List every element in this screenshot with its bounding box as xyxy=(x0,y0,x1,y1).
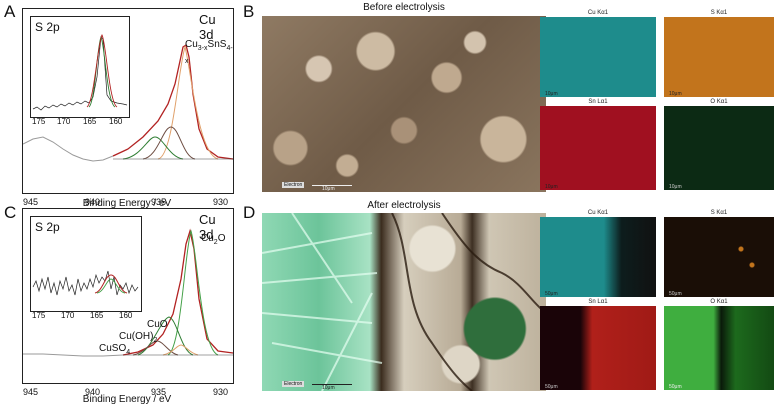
panel-c-label: C xyxy=(4,203,17,222)
panel-c-xtick-3: 930 xyxy=(213,387,229,397)
panel-c-xtick-2: 935 xyxy=(151,387,167,397)
panel-b-map-2-title: Sn Lα1 xyxy=(588,99,608,105)
panel-d-map-0-scale: 50μm xyxy=(545,291,558,297)
panel-a-inset-spectrum xyxy=(32,34,128,111)
panel-a-envelope xyxy=(112,43,234,160)
panel-d-map-2-scale: 50μm xyxy=(545,384,558,390)
panel-c-inset-fit xyxy=(94,274,128,294)
panel-c-cuoh2-label: Cu(OH)2 xyxy=(119,331,157,344)
panel-c-cuso4-main: CuSO xyxy=(99,343,127,354)
panel-a-inset-xtick-3: 160 xyxy=(109,117,123,126)
panel-b-sem-scale: 10μm xyxy=(322,186,335,192)
panel-c-inset-spectrum xyxy=(32,270,139,296)
panel-b-map-1: 10μm xyxy=(664,17,774,97)
panel-b-map-1-title: S Kα1 xyxy=(710,10,728,16)
panel-c-inset-xtick-1: 170 xyxy=(61,311,75,320)
panel-c-inset: S 2p 175 170 165 160 xyxy=(30,216,142,320)
panel-d-map-3-scale: 50μm xyxy=(669,384,682,390)
panel-a-inset-noise xyxy=(32,36,128,111)
panel-a-species-sub1: 3-x xyxy=(197,45,208,52)
panel-c-core-label: Cu 3d xyxy=(199,212,216,242)
panel-c-xtick-1: 940 xyxy=(85,387,101,397)
panel-b-label: B xyxy=(243,2,255,21)
panel-d-map-1-title: S Kα1 xyxy=(710,210,728,216)
panel-c-envelope xyxy=(122,228,234,356)
panel-a-xlabel: Binding Energy / eV xyxy=(82,198,172,209)
panel-c-inset-noise xyxy=(32,270,139,296)
panel-c-cu2o-label: Cu2O xyxy=(201,233,225,246)
panel-a-species-sns: SnS xyxy=(207,39,227,50)
panel-c-cuoh2-main: Cu(OH) xyxy=(119,331,154,342)
panel-b-map-0: 10μm xyxy=(540,17,656,97)
panel-d-map-1: 50μm xyxy=(664,217,774,297)
panel-a-main-component xyxy=(157,45,219,160)
panel-c-inset-component xyxy=(96,278,126,294)
panel-d-map-2: 50μm xyxy=(540,306,656,390)
panel-a-xtick-2: 935 xyxy=(151,197,167,207)
panel-d-map-0: 50μm xyxy=(540,217,656,297)
panel-c-inset-xtick-0: 175 xyxy=(32,311,46,320)
panel-c-cuo-label: CuO xyxy=(147,319,168,330)
panel-b-map-1-scale: 10μm xyxy=(669,91,682,97)
panel-b-sem-image: Electron 10μm xyxy=(262,16,546,192)
panel-d-map-3-title: O Kα1 xyxy=(710,299,728,305)
panel-c-plot: 945 940 935 930 Cu 3d Cu2O CuO Cu(OH)2 C… xyxy=(22,208,234,397)
panel-a-spectrum xyxy=(22,43,234,162)
panel-d-title: After electrolysis xyxy=(367,200,441,211)
panel-a-inset-xtick-0: 175 xyxy=(32,117,46,126)
panel-a-inset-xtick-2: 165 xyxy=(83,117,97,126)
panel-b-sem-scale-bar xyxy=(312,185,352,186)
panel-d-sem-scale: 10μm xyxy=(322,385,335,391)
panel-a-species-sub2: 4-x xyxy=(185,45,233,65)
panel-a-species-cu: Cu xyxy=(185,39,198,50)
panel-c-cuso4-label: CuSO4 xyxy=(99,343,130,356)
panel-c-xtick-0: 945 xyxy=(23,387,39,397)
panel-c-xlabel: Binding Energy / eV xyxy=(82,394,172,405)
panel-b-map-3-scale: 10μm xyxy=(669,184,682,190)
panel-c-inset-xtick-3: 160 xyxy=(119,311,133,320)
panel-d-sem-logo: Electron xyxy=(282,381,305,387)
panel-a-background-line xyxy=(22,136,114,162)
panel-a-satellite-1 xyxy=(122,136,184,160)
panel-a-xtick-0: 945 xyxy=(23,197,39,207)
panel-d-label: D xyxy=(243,203,256,222)
panel-b-map-2: 10μm xyxy=(540,106,656,190)
panel-a-species-label: Cu3-xSnS4-x xyxy=(185,39,233,65)
panel-a-label: A xyxy=(4,2,16,21)
panel-d-sem-scale-bar xyxy=(312,384,352,385)
panel-a-xtick-1: 940 xyxy=(85,197,101,207)
panel-b-map-0-scale: 10μm xyxy=(545,91,558,97)
panel-d-map-2-title: Sn Lα1 xyxy=(588,299,608,305)
panel-c-cu2o-sub: 2 xyxy=(213,239,218,246)
panel-c-cu2o-tail: O xyxy=(217,233,226,244)
panel-b-title: Before electrolysis xyxy=(363,2,445,13)
panel-a-inset: S 2p 175 170 165 160 xyxy=(30,16,130,126)
panel-c-spectrum xyxy=(23,228,234,357)
panel-b-sem-logo: Electron xyxy=(282,182,305,188)
panel-c-inset-label: S 2p xyxy=(35,220,60,234)
panel-c-cuoh2-sub: 2 xyxy=(153,337,158,344)
panel-d-sem-image: Electron 10μm xyxy=(262,213,546,391)
panel-d-map-1-scale: 50μm xyxy=(669,291,682,297)
panel-d-sem-fibers xyxy=(262,213,546,391)
panel-a-core-label: Cu 3d xyxy=(199,12,216,42)
panel-a-inset-xtick-1: 170 xyxy=(57,117,71,126)
panel-c-cu2o-main: Cu xyxy=(201,233,214,244)
panel-c-cuso4-component xyxy=(162,344,199,356)
panel-a-inset-label: S 2p xyxy=(35,20,60,34)
panel-b-map-0-title: Cu Kα1 xyxy=(587,10,609,16)
panel-a-satellite-2 xyxy=(142,126,196,160)
panel-c-inset-xtick-2: 165 xyxy=(90,311,104,320)
panel-d-map-3: 50μm xyxy=(664,306,774,390)
panel-a-plot: 945 940 935 930 Cu 3d Cu3-xSnS4-x S 2p 1… xyxy=(22,8,234,207)
panel-a-xtick-3: 930 xyxy=(213,197,229,207)
panel-b-map-3-title: O Kα1 xyxy=(710,99,728,105)
panel-c-cu2o-component xyxy=(167,229,219,356)
panel-c-background-line xyxy=(23,353,124,357)
panel-a-inset-fit xyxy=(86,34,118,108)
panel-d-map-0-title: Cu Kα1 xyxy=(587,210,609,216)
panel-b-map-3: 10μm xyxy=(664,106,774,190)
panel-b-map-2-scale: 10μm xyxy=(545,184,558,190)
panel-c-cuso4-sub: 4 xyxy=(126,349,131,356)
